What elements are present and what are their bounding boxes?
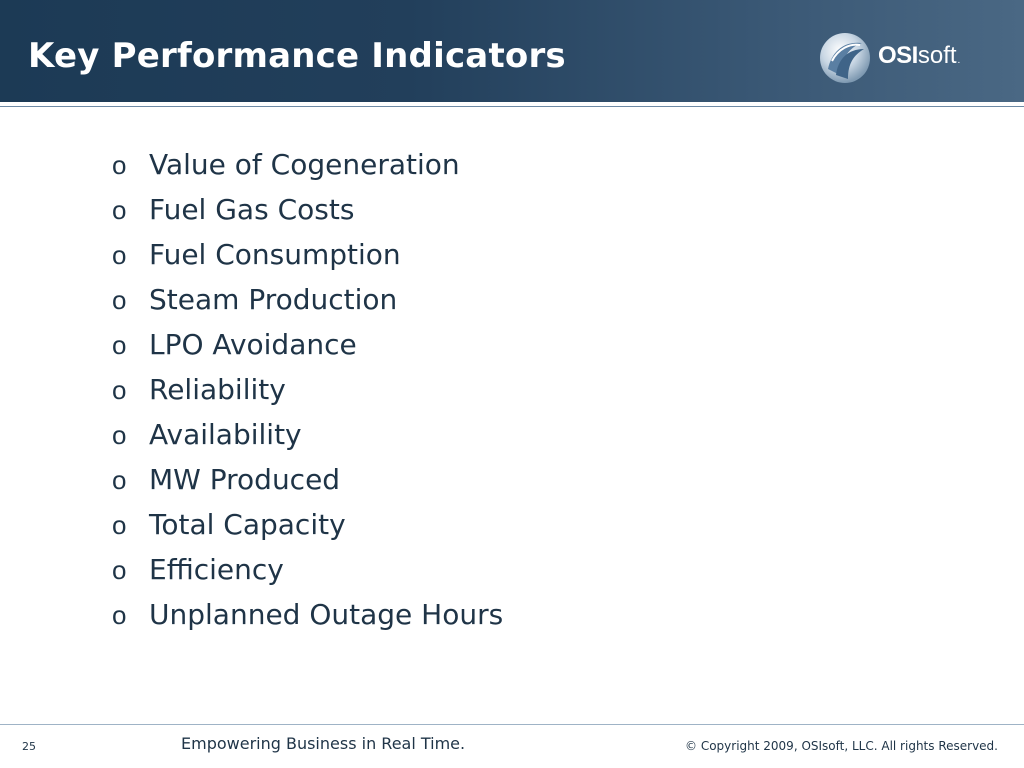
footer-divider (0, 724, 1024, 725)
list-item: o Fuel Gas Costs (112, 187, 503, 232)
logo-wordmark: OSIsoft. (878, 41, 960, 76)
header-bar: Key Performance Indicators OSIsoft. (0, 0, 1024, 102)
bullet-text: Reliability (149, 373, 286, 406)
bullet-marker: o (112, 240, 127, 270)
bullet-text: Value of Cogeneration (149, 148, 460, 181)
page-number: 25 (22, 740, 36, 753)
bullet-marker: o (112, 150, 127, 180)
logo-text-mark: . (957, 54, 961, 66)
list-item: o MW Produced (112, 457, 503, 502)
bullet-marker: o (112, 600, 127, 630)
bullet-marker: o (112, 555, 127, 585)
header-divider (0, 106, 1024, 107)
bullet-text: Efficiency (149, 553, 284, 586)
kpi-bullet-list: o Value of Cogeneration o Fuel Gas Costs o… (112, 142, 503, 637)
bullet-marker: o (112, 375, 127, 405)
list-item: o Availability (112, 412, 503, 457)
list-item: o Fuel Consumption (112, 232, 503, 277)
bullet-marker: o (112, 195, 127, 225)
bullet-text: Steam Production (149, 283, 398, 316)
logo-text-bold: OSI (878, 41, 918, 69)
list-item: o Reliability (112, 367, 503, 412)
bullet-text: Fuel Consumption (149, 238, 401, 271)
osisoft-swirl-icon (820, 33, 870, 83)
bullet-text: MW Produced (149, 463, 341, 496)
bullet-marker: o (112, 420, 127, 450)
footer-tagline: Empowering Business in Real Time. (181, 734, 466, 753)
bullet-text: Fuel Gas Costs (149, 193, 355, 226)
bullet-marker: o (112, 330, 127, 360)
footer-copyright: © Copyright 2009, OSIsoft, LLC. All righ… (685, 739, 998, 753)
list-item: o Value of Cogeneration (112, 142, 503, 187)
list-item: o LPO Avoidance (112, 322, 503, 367)
osisoft-logo: OSIsoft. (818, 30, 960, 86)
bullet-text: Unplanned Outage Hours (149, 598, 504, 631)
bullet-marker: o (112, 465, 127, 495)
bullet-text: Availability (149, 418, 302, 451)
bullet-marker: o (112, 510, 127, 540)
slide-title: Key Performance Indicators (28, 36, 566, 76)
bullet-text: Total Capacity (149, 508, 346, 541)
list-item: o Total Capacity (112, 502, 503, 547)
bullet-marker: o (112, 285, 127, 315)
list-item: o Unplanned Outage Hours (112, 592, 503, 637)
list-item: o Steam Production (112, 277, 503, 322)
logo-text-light: soft (917, 41, 957, 69)
list-item: o Efficiency (112, 547, 503, 592)
bullet-text: LPO Avoidance (149, 328, 357, 361)
